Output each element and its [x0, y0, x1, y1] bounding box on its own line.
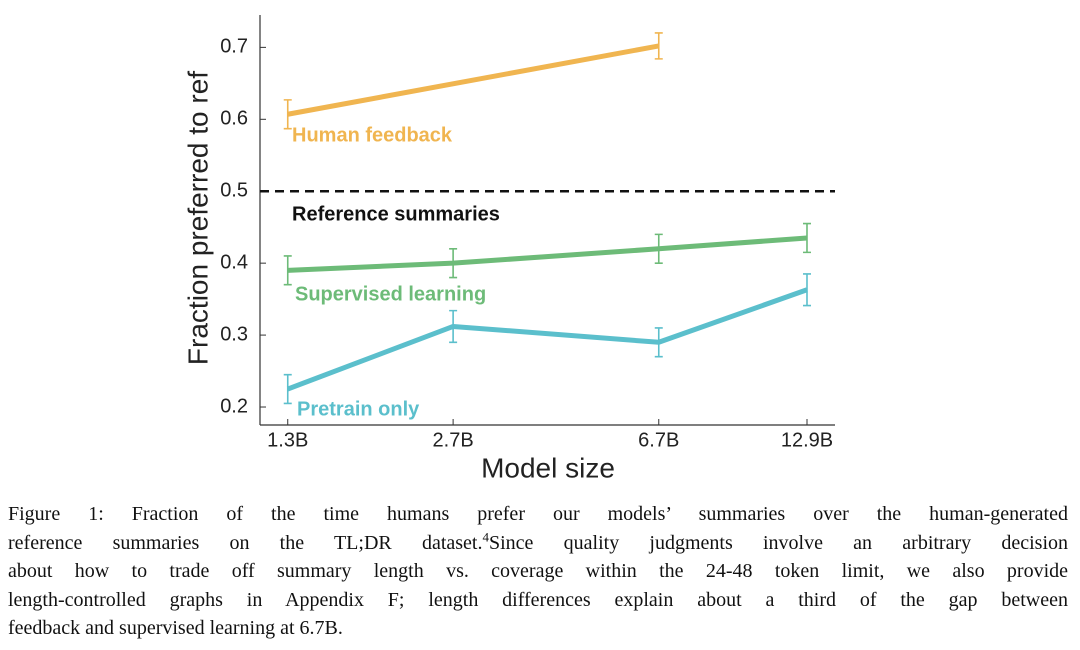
caption-text: about how to trade off summary length vs…: [8, 560, 1068, 582]
error-bar: [654, 327, 663, 358]
caption-text: 4: [482, 528, 490, 544]
caption-text: reference summaries on the TL;DR dataset…: [8, 531, 483, 554]
reference-label: Reference summaries: [292, 204, 500, 226]
y-tick-label: 0.7: [220, 36, 248, 58]
error-bar: [654, 32, 663, 60]
x-tick-label: 2.7B: [433, 429, 474, 451]
caption-line: reference summaries on the TL;DR dataset…: [8, 529, 1068, 558]
x-axis-label: Model size: [481, 452, 615, 483]
error-bar: [283, 373, 292, 405]
y-tick-label: 0.6: [220, 108, 248, 130]
x-tick-label: 1.3B: [267, 429, 308, 451]
caption: Figure 1: Fraction of the time humans pr…: [8, 500, 1068, 643]
series-line: [287, 235, 808, 273]
series-label: Supervised learning: [295, 283, 486, 305]
y-tick-label: 0.2: [220, 395, 248, 417]
series-label: Pretrain only: [297, 398, 420, 420]
chart: Model size Fraction preferred to ref 0.2…: [182, 15, 835, 483]
error-bar: [283, 99, 292, 130]
caption-text: Since quality judgments involve an arbit…: [489, 531, 1068, 554]
x-tick-label: 6.7B: [638, 429, 679, 451]
error-bar: [283, 255, 292, 286]
caption-text: Figure 1: Fraction of the time humans pr…: [8, 503, 1068, 525]
series-line: [287, 43, 660, 117]
y-tick-label: 0.5: [220, 180, 248, 202]
error-bar: [449, 309, 458, 344]
x-tick-label: 12.9B: [781, 429, 833, 451]
error-bar: [654, 233, 663, 264]
error-bar: [802, 222, 811, 254]
caption-text: length-controlled graphs in Appendix F; …: [8, 588, 1068, 611]
y-tick-label: 0.3: [220, 323, 248, 345]
caption-text: feedback and supervised learning at 6.7B…: [8, 617, 343, 639]
error-bar: [449, 247, 458, 279]
y-axis-label: Fraction preferred to ref: [182, 71, 213, 365]
series-line: [286, 287, 808, 392]
error-bar: [802, 273, 811, 307]
y-tick-label: 0.4: [220, 251, 248, 273]
series-label: Human feedback: [292, 124, 453, 146]
